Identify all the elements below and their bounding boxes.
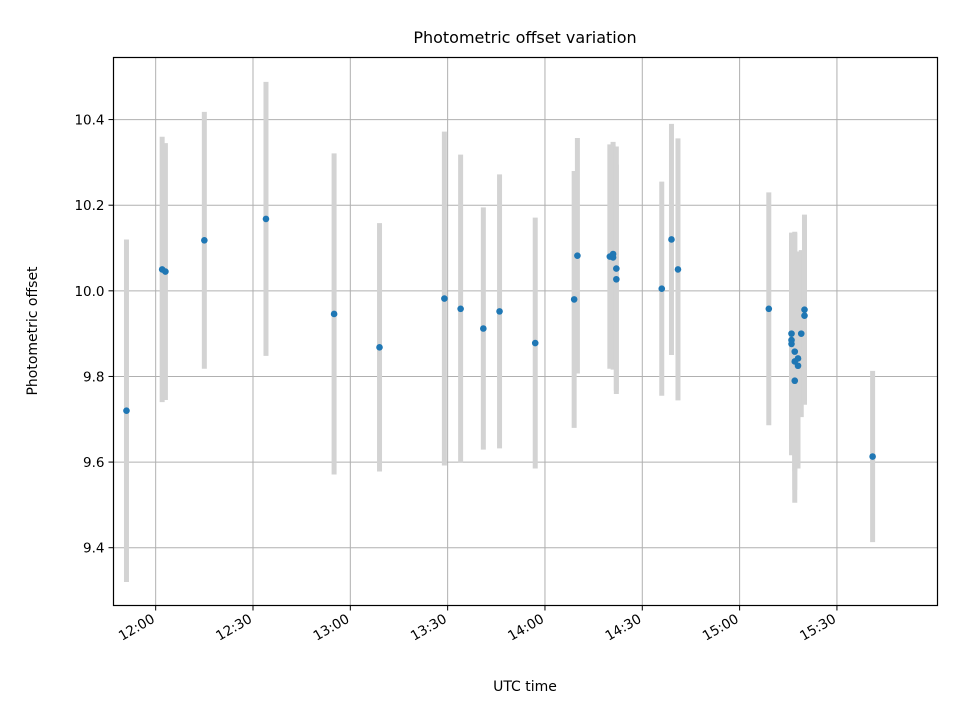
data-point bbox=[794, 362, 802, 370]
data-point bbox=[869, 453, 876, 460]
data-point bbox=[570, 296, 578, 303]
data-point bbox=[531, 339, 539, 347]
y-tick-label: 9.8 bbox=[83, 369, 104, 385]
data-point bbox=[801, 306, 808, 313]
data-point bbox=[330, 310, 338, 318]
y-tick-label: 9.4 bbox=[83, 541, 104, 557]
data-point bbox=[609, 250, 617, 258]
data-point bbox=[765, 305, 773, 313]
data-point bbox=[658, 285, 666, 292]
data-point bbox=[801, 312, 808, 319]
data-point bbox=[123, 407, 130, 415]
y-tick-label: 10.4 bbox=[74, 113, 104, 129]
data-point bbox=[794, 355, 802, 362]
data-point bbox=[613, 265, 620, 272]
data-point bbox=[791, 348, 799, 355]
data-point bbox=[574, 252, 581, 260]
data-point bbox=[262, 215, 270, 223]
data-point bbox=[441, 295, 448, 302]
data-point bbox=[788, 330, 795, 337]
y-tick-label: 9.6 bbox=[83, 455, 104, 471]
data-point bbox=[496, 308, 503, 315]
y-axis-ticks: 9.4 9.6 9.8 10.0 10.2 10.4 bbox=[74, 113, 114, 557]
data-point bbox=[480, 325, 487, 332]
data-point bbox=[674, 266, 682, 273]
data-point bbox=[791, 377, 799, 385]
chart-title: Photometric offset variation bbox=[413, 28, 636, 47]
y-axis-label: Photometric offset bbox=[25, 266, 41, 396]
grid bbox=[113, 57, 938, 606]
plot-frame bbox=[112, 56, 939, 607]
data-point bbox=[201, 237, 208, 244]
x-axis-label: UTC time bbox=[493, 679, 557, 695]
y-tick-label: 10.2 bbox=[74, 198, 104, 214]
y-tick-label: 10.0 bbox=[74, 284, 104, 300]
data-point bbox=[376, 344, 383, 351]
data-point bbox=[457, 305, 464, 313]
data-points bbox=[123, 215, 876, 460]
data-point bbox=[788, 340, 795, 348]
data-point bbox=[797, 330, 805, 337]
data-point bbox=[162, 268, 169, 275]
data-point bbox=[613, 275, 620, 283]
data-point bbox=[668, 236, 675, 243]
